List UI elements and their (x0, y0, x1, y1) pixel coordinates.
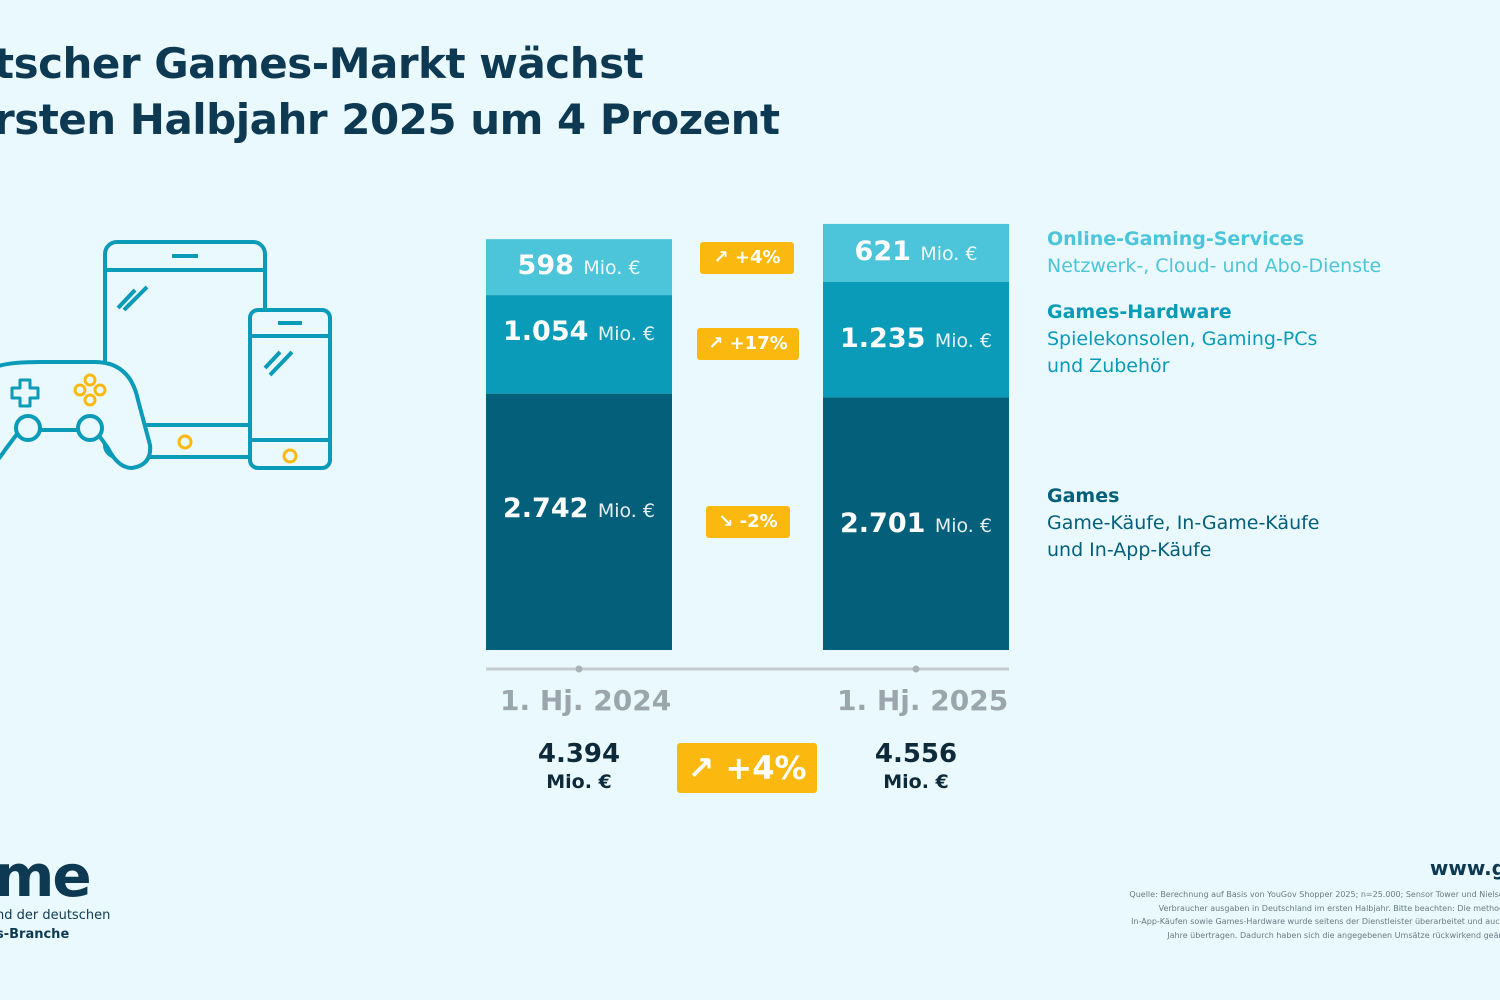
bar-games-0 (486, 393, 672, 650)
arrow-down-icon: ↘ (718, 511, 734, 532)
legend-title: Online-Gaming-Services (1047, 228, 1305, 250)
title-line-1: tscher Games-Markt wächst (0, 39, 644, 88)
label-games-2024: 2.742 Mio. € (503, 493, 655, 524)
arrow-up-icon: ↗ (708, 333, 724, 354)
controller-tablet-phone-icon (0, 240, 332, 470)
arrow-up-icon: ↗ (713, 247, 729, 268)
legend-title: Games (1047, 485, 1120, 507)
label-hardware-2025: 1.235 Mio. € (840, 323, 992, 354)
bar-games-1 (823, 397, 1009, 650)
legend-desc: und Zubehör (1047, 355, 1170, 377)
source-note: Quelle: Berechnung auf Basis von YouGov … (960, 888, 1500, 942)
total-2024: 4.394 Mio. € (537, 739, 621, 793)
website-link[interactable]: www.g (1429, 856, 1500, 880)
x-tick-mark (575, 665, 583, 673)
legend-hardware: Games-Hardware Spielekonsolen, Gaming-PC… (1047, 299, 1317, 380)
title-line-2: rsten Halbjahr 2025 um 4 Prozent (0, 95, 780, 144)
logo-sub-line: nd der deutschen (0, 908, 111, 923)
label-hardware-2024: 1.054 Mio. € (503, 316, 655, 347)
legend-title: Games-Hardware (1047, 301, 1232, 323)
change-badge-online: ↗ +4% (700, 242, 794, 274)
x-tick-2024: 1. Hj. 2024 (500, 684, 672, 717)
bar-games-hardware-1 (823, 281, 1009, 398)
total-change-badge: ↗ +4% (677, 743, 817, 793)
legend-games: Games Game-Käufe, In-Game-Käufe und In-A… (1047, 483, 1320, 564)
change-badge-hardware: ↗ +17% (697, 328, 799, 360)
total-2025: 4.556 Mio. € (874, 739, 958, 793)
legend-desc: und In-App-Käufe (1047, 539, 1212, 561)
page-title: tscher Games-Markt wächst rsten Halbjahr… (0, 36, 780, 148)
legend-online: Online-Gaming-Services Netzwerk-, Cloud-… (1047, 226, 1381, 280)
bar-games-hardware-0 (486, 295, 672, 394)
x-tick-mark (912, 665, 920, 673)
logo-sub-line: s-Branche (0, 927, 70, 942)
x-tick-2025: 1. Hj. 2025 (837, 684, 1009, 717)
logo-subtitle: nd der deutschen s-Branche (0, 906, 110, 944)
legend-desc: Netzwerk-, Cloud- und Abo-Dienste (1047, 255, 1382, 277)
source-line: Quelle: Berechnung auf Basis von YouGov … (1129, 890, 1500, 899)
source-line: Jahre übertragen. Dadurch haben sich die… (1167, 930, 1500, 940)
source-line: In-App-Käufen sowie Games-Hardware wurde… (1131, 917, 1500, 926)
arrow-up-icon: ↗ (687, 749, 715, 787)
legend-desc: Game-Käufe, In-Game-Käufe (1047, 512, 1320, 534)
bar-online-gaming-services-1 (823, 223, 1009, 282)
label-online-2025: 621 Mio. € (854, 236, 978, 267)
logo: me (0, 842, 92, 910)
legend-desc: Spielekonsolen, Gaming-PCs (1047, 328, 1318, 350)
label-games-2025: 2.701 Mio. € (840, 508, 992, 539)
source-line: Verbraucher ausgaben in Deutschland im e… (1158, 903, 1500, 913)
change-badge-games: ↘ -2% (706, 506, 790, 538)
bar-online-gaming-services-0 (486, 239, 672, 296)
label-online-2024: 598 Mio. € (517, 250, 641, 281)
